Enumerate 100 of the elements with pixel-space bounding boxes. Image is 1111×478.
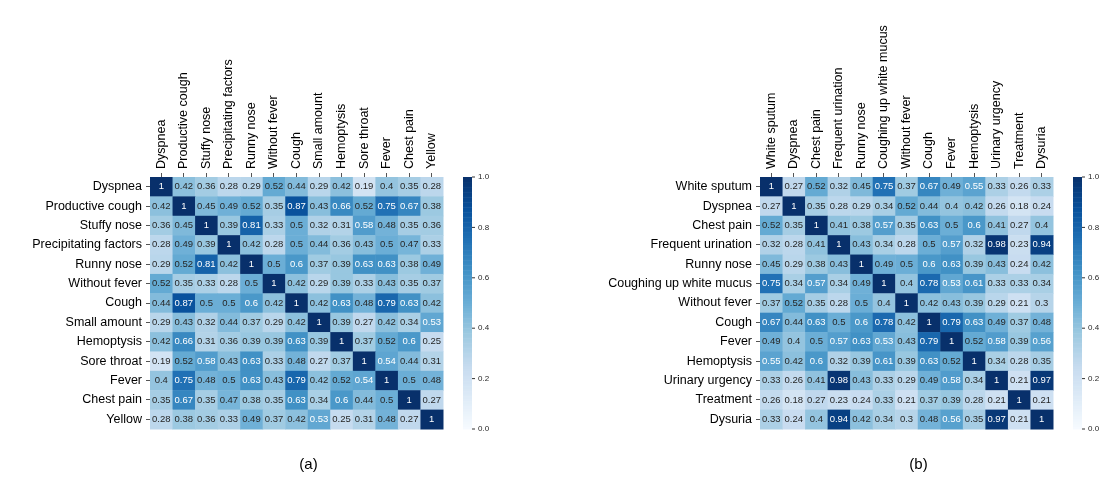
data-label: 0.27 [309, 354, 329, 366]
data-label: 0.6 [967, 219, 981, 231]
data-label: 0.27 [784, 180, 804, 192]
data-label: 1 [316, 316, 322, 328]
data-label: 0.81 [197, 257, 216, 269]
data-label: 0.35 [897, 219, 916, 231]
data-label: 1 [768, 180, 774, 192]
data-label: 0.37 [309, 257, 329, 269]
data-label: 0.57 [829, 335, 849, 347]
data-label: 0.34 [874, 238, 894, 250]
data-label: 0.31 [197, 335, 216, 347]
data-label: 0.37 [897, 180, 916, 192]
data-label: 0.79 [942, 316, 961, 328]
data-label: 0.87 [174, 296, 194, 308]
x-tick-label: Fever [944, 137, 959, 169]
data-label: 0.39 [1009, 335, 1029, 347]
y-tick-label: Precipitating factors [32, 237, 142, 252]
data-label: 0.21 [1009, 412, 1029, 424]
data-label: 0.43 [354, 238, 374, 250]
data-label: 0.25 [422, 335, 441, 347]
data-label: 0.37 [264, 412, 284, 424]
data-label: 0.52 [264, 180, 284, 192]
data-label: 0.48 [919, 412, 939, 424]
data-label: 0.35 [1032, 354, 1051, 366]
data-label: 0.21 [1009, 374, 1029, 386]
data-label: 0.24 [852, 393, 871, 405]
data-label: 0.75 [762, 277, 781, 289]
data-label: 0.38 [422, 199, 441, 211]
text: (b) [909, 455, 928, 473]
data-label: 0.33 [762, 412, 781, 424]
data-label: 0.37 [354, 335, 374, 347]
data-label: 0.35 [807, 199, 826, 211]
data-label: 0.57 [874, 219, 894, 231]
data-label: 0.34 [874, 199, 894, 211]
data-label: 0.35 [264, 199, 284, 211]
data-label: 0.78 [919, 277, 939, 289]
data-label: 0.34 [1032, 277, 1051, 289]
data-label: 0.39 [332, 257, 351, 269]
data-label: 0.33 [422, 238, 441, 250]
data-label: 0.42 [287, 412, 306, 424]
data-label: 0.36 [332, 238, 351, 250]
data-label: 0.42 [377, 316, 396, 328]
data-label: 0.42 [897, 316, 916, 328]
color-bar-label: 0.0 [1088, 424, 1100, 434]
y-tick-label: Urinary urgency [663, 372, 753, 387]
y-tick-label: Fever [720, 334, 752, 349]
data-label: 0.63 [332, 296, 351, 308]
data-label: 0.5 [289, 238, 304, 250]
data-label: 0.23 [1009, 238, 1029, 250]
data-label: 0.43 [174, 316, 194, 328]
data-label: 0.42 [919, 296, 939, 308]
data-label: 0.4 [944, 199, 959, 211]
y-tick-label: Runny nose [75, 256, 143, 271]
data-label: 0.52 [354, 199, 374, 211]
data-label: 0.67 [919, 180, 939, 192]
data-label: 0.36 [422, 219, 441, 231]
y-tick-label: Chest pain [692, 217, 753, 232]
data-label: 1 [406, 393, 412, 405]
data-label: 0.29 [987, 296, 1006, 308]
data-label: 0.34 [399, 316, 419, 328]
data-label: 0.43 [987, 257, 1006, 269]
x-tick-label: Dyspnea [786, 119, 801, 169]
data-label: 0.52 [174, 257, 194, 269]
data-label: 0.42 [287, 277, 306, 289]
data-label: 1 [948, 335, 955, 347]
data-label: 1 [858, 257, 865, 269]
data-label: 0.35 [399, 277, 419, 289]
data-label: 1 [836, 238, 842, 250]
data-label: 0.44 [287, 180, 306, 192]
data-label: 0.6 [922, 257, 936, 269]
data-label: 0.45 [197, 199, 216, 211]
x-tick-label: Coughing up white mucus [876, 25, 891, 169]
y-tick-label: Dyspnea [702, 198, 753, 213]
data-label: 0.28 [152, 238, 171, 250]
data-label: 0.44 [309, 238, 329, 250]
data-label: 0.33 [762, 374, 781, 386]
data-label: 0.52 [242, 199, 261, 211]
data-label: 0.63 [964, 316, 984, 328]
x-tick-label: Urinary urgency [989, 80, 1004, 169]
data-label: 0.55 [762, 354, 781, 366]
data-label: 0.38 [399, 257, 419, 269]
x-tick-label: Without fever [898, 95, 913, 169]
data-label: 0.58 [354, 219, 374, 231]
x-tick-label: Frequent urination [831, 67, 846, 169]
data-label: 0.5 [899, 257, 914, 269]
data-label: 1 [881, 277, 887, 289]
data-label: 0.5 [289, 219, 304, 231]
data-label: 0.67 [399, 199, 419, 211]
data-label: 0.26 [1009, 180, 1029, 192]
data-label: 0.36 [197, 412, 216, 424]
data-label: 0.39 [964, 257, 984, 269]
data-label: 0.52 [377, 335, 396, 347]
data-label: 1 [926, 316, 932, 328]
data-label: 0.45 [852, 180, 871, 192]
data-label: 0.38 [852, 219, 871, 231]
data-label: 0.29 [152, 257, 171, 269]
data-label: 0.56 [1032, 335, 1051, 347]
data-label: 0.37 [919, 393, 939, 405]
data-label: 0.49 [242, 412, 261, 424]
data-label: 0.5 [222, 296, 236, 308]
